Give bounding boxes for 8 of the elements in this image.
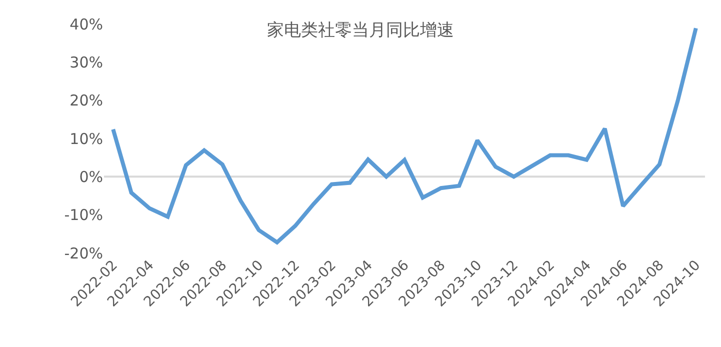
chart-title: 家电类社零当月同比增速 (267, 20, 454, 40)
y-tick-label: -20% (64, 244, 103, 262)
y-tick-label: 40% (70, 15, 103, 34)
y-tick-label: -10% (64, 206, 103, 224)
y-tick-label: 20% (70, 92, 103, 110)
y-tick-label: 0% (79, 168, 103, 186)
y-tick-label: 30% (70, 53, 103, 72)
y-tick-label: 10% (70, 130, 103, 148)
